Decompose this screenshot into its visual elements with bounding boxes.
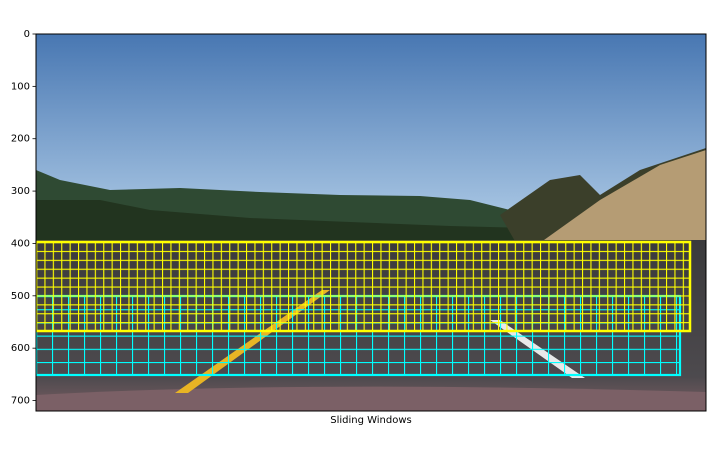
y-tick-label: 300 [11, 186, 30, 197]
axes-frame [35, 33, 707, 412]
y-tick-label: 200 [11, 134, 30, 145]
photo [36, 34, 706, 411]
y-tick-label: 700 [11, 396, 30, 407]
y-tick-label: 400 [11, 238, 30, 249]
y-axis: 0 100 200 300 400 500 600 700 [11, 29, 36, 407]
y-tick-label: 100 [11, 81, 30, 92]
y-tick-label: 0 [24, 29, 30, 40]
y-tick-label: 500 [11, 291, 30, 302]
y-tick-label: 600 [11, 343, 30, 354]
x-axis-label: Sliding Windows [330, 415, 412, 426]
